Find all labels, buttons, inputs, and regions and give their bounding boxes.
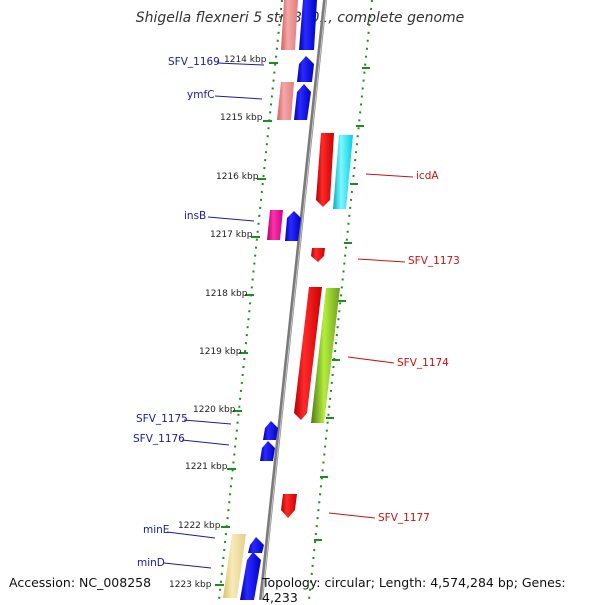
label-sfv-1175[interactable]: SFV_1175	[136, 413, 188, 425]
label-sfv-1177[interactable]: SFV_1177	[378, 512, 430, 524]
feature-magenta-insb	[267, 210, 283, 240]
label-sfv-1176[interactable]: SFV_1176	[133, 433, 185, 445]
label-sfv-1169[interactable]: SFV_1169	[168, 56, 220, 68]
accession-text: Accession: NC_008258	[9, 575, 152, 590]
feature-olive-1174	[311, 288, 340, 423]
gene-sfv-1177	[281, 494, 297, 518]
feature-blue-top	[299, 0, 317, 50]
feature-tan-min	[223, 534, 246, 598]
label-mind[interactable]: minD	[137, 557, 165, 569]
gene-sfv-1176	[260, 441, 275, 461]
kbp-label-1217: 1217 kbp	[210, 230, 253, 240]
kbp-label-1214: 1214 kbp	[224, 55, 267, 65]
gene-sfv-1169	[297, 56, 314, 82]
label-sfv-1173[interactable]: SFV_1173	[408, 255, 460, 267]
left-major-ticks	[215, 62, 278, 586]
label-insb[interactable]: insB	[184, 210, 206, 222]
right-leader-lines	[328, 173, 414, 519]
gene-sfv-1174	[294, 287, 322, 420]
gene-mind	[240, 552, 261, 600]
topology-text: Topology: circular; Length: 4,574,284 bp…	[262, 575, 566, 605]
kbp-label-1223: 1223 kbp	[169, 580, 212, 590]
kbp-label-1215: 1215 kbp	[220, 113, 263, 123]
backbone	[259, 0, 327, 600]
kbp-label-1219: 1219 kbp	[199, 347, 242, 357]
kbp-label-1216: 1216 kbp	[216, 172, 259, 182]
label-mine[interactable]: minE	[143, 524, 169, 536]
kbp-label-1222: 1222 kbp	[178, 521, 221, 531]
gene-sfv-1173	[311, 248, 325, 262]
gene-ymfc	[294, 84, 311, 120]
label-ymfc[interactable]: ymfC	[187, 89, 214, 101]
gene-mine	[248, 537, 264, 553]
gene-sfv-1175	[263, 421, 278, 440]
feature-pink-top	[281, 0, 298, 50]
kbp-label-1220: 1220 kbp	[193, 405, 236, 415]
right-major-ticks	[314, 67, 370, 541]
gene-icda	[316, 133, 334, 207]
kbp-label-1221: 1221 kbp	[185, 462, 228, 472]
label-sfv-1174[interactable]: SFV_1174	[397, 357, 449, 369]
kbp-label-1218: 1218 kbp	[205, 289, 248, 299]
feature-pink-ymfc	[277, 82, 294, 120]
feature-cyan-icda	[333, 135, 353, 209]
label-icda[interactable]: icdA	[416, 170, 439, 182]
map-title: Shigella flexneri 5 str. 8401, complete …	[135, 10, 465, 26]
left-leader-lines	[163, 62, 265, 569]
gene-insb	[285, 211, 301, 241]
